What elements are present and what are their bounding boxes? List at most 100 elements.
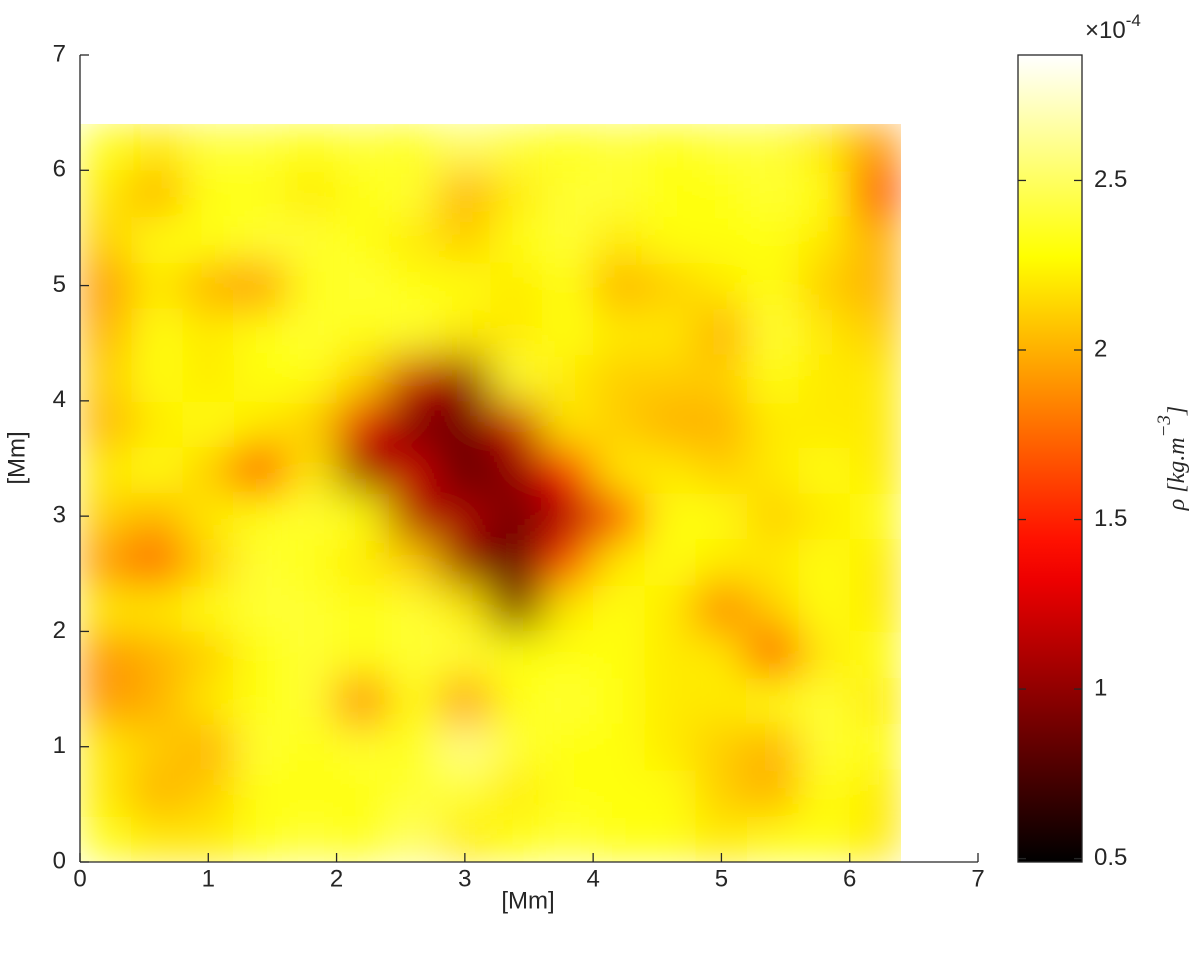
heatmap-cell: [747, 815, 799, 862]
y-tick-label: 1: [53, 732, 66, 759]
heatmap-cell: [593, 539, 645, 586]
heatmap-cell: [644, 170, 697, 217]
heatmap-cell: [541, 585, 594, 632]
heatmap-cell: [131, 585, 184, 632]
heatmap-cell: [285, 354, 338, 402]
heatmap-cell: [182, 400, 235, 448]
heatmap-cell: [490, 493, 543, 540]
heatmap-cell: [80, 769, 132, 817]
heatmap-cell: [182, 723, 235, 771]
heatmap-cell: [233, 354, 286, 402]
heatmap-cell: [387, 631, 440, 679]
heatmap-cell: [747, 631, 799, 679]
heatmap-cell: [541, 170, 594, 217]
heatmap-cell: [233, 170, 286, 217]
heatmap-cell: [182, 308, 235, 356]
heatmap-cell: [233, 446, 286, 494]
heatmap-cell: [541, 815, 594, 862]
heatmap-cell: [695, 216, 748, 264]
heatmap-cell: [849, 354, 901, 402]
heatmap-cell: [387, 539, 440, 586]
heatmap-cell: [798, 124, 851, 171]
heatmap-cell: [798, 400, 851, 448]
heatmap-cell: [490, 354, 543, 402]
heatmap-cell: [849, 308, 901, 356]
heatmap-cell: [439, 539, 492, 586]
heatmap-cell: [336, 170, 389, 217]
heatmap-cell: [80, 815, 132, 862]
heatmap-cell: [593, 723, 645, 771]
heatmap-cell: [747, 493, 799, 540]
heatmap-cell: [849, 723, 901, 771]
heatmap-cell: [387, 216, 440, 264]
heatmap-cell: [644, 585, 697, 632]
heatmap-cell: [131, 308, 184, 356]
heatmap-cell: [798, 262, 851, 310]
heatmap-cell: [233, 308, 286, 356]
heatmap-cell: [439, 170, 492, 217]
heatmap-cell: [131, 677, 184, 725]
heatmap-cell: [593, 400, 645, 448]
heatmap-cell: [798, 493, 851, 540]
heatmap-cell: [182, 539, 235, 586]
heatmap-cell: [849, 769, 901, 817]
heatmap-cell: [387, 262, 440, 310]
heatmap-cell: [541, 631, 594, 679]
heatmap-cell: [182, 124, 235, 171]
heatmap-cell: [695, 400, 748, 448]
heatmap-cell: [131, 493, 184, 540]
x-tick-label: 4: [586, 865, 599, 892]
heatmap-cell: [131, 723, 184, 771]
heatmap-cell: [798, 308, 851, 356]
heatmap-cell: [490, 677, 543, 725]
heatmap-cell: [798, 723, 851, 771]
heatmap-cell: [80, 677, 132, 725]
heatmap-cell: [593, 124, 645, 171]
heatmap-cell: [593, 769, 645, 817]
heatmap-cell: [849, 262, 901, 310]
y-axis-label: [Mm]: [3, 431, 30, 484]
heatmap-cell: [695, 170, 748, 217]
heatmap-cell: [695, 308, 748, 356]
heatmap-cell: [182, 493, 235, 540]
heatmap-cell: [439, 677, 492, 725]
heatmap-cell: [131, 124, 184, 171]
heatmap-cell: [233, 723, 286, 771]
heatmap-cell: [131, 400, 184, 448]
heatmap-cell: [80, 216, 132, 264]
heatmap-cell: [593, 262, 645, 310]
heatmap-cell: [490, 262, 543, 310]
heatmap-cell: [285, 308, 338, 356]
heatmap-cell: [541, 493, 594, 540]
heatmap-cell: [490, 124, 543, 171]
heatmap-cell: [387, 769, 440, 817]
heatmap-cell: [747, 723, 799, 771]
heatmap-cell: [233, 631, 286, 679]
heatmap-cell: [593, 585, 645, 632]
heatmap-cell: [593, 354, 645, 402]
heatmap-cell: [233, 400, 286, 448]
heatmap-cell: [849, 446, 901, 494]
heatmap-cell: [798, 539, 851, 586]
heatmap-cell: [285, 585, 338, 632]
heatmap-cell: [541, 354, 594, 402]
heatmap-cell: [131, 769, 184, 817]
heatmap-cell: [387, 815, 440, 862]
heatmap-cell: [849, 216, 901, 264]
heatmap-cell: [387, 585, 440, 632]
heatmap-cell: [644, 677, 697, 725]
heatmap-cell: [541, 124, 594, 171]
heatmap-cell: [798, 585, 851, 632]
heatmap-cell: [439, 400, 492, 448]
heatmap-cell: [798, 354, 851, 402]
heatmap-cell: [695, 493, 748, 540]
colorbar-tick-label: 0.5: [1094, 844, 1127, 871]
heatmap-cell: [439, 124, 492, 171]
heatmap-cell: [490, 631, 543, 679]
heatmap-cell: [439, 631, 492, 679]
heatmap-cell: [541, 308, 594, 356]
heatmap-cell: [182, 769, 235, 817]
heatmap-cell: [439, 308, 492, 356]
x-axis-label: [Mm]: [501, 887, 554, 914]
colorbar-tick-label: 1: [1094, 674, 1107, 701]
